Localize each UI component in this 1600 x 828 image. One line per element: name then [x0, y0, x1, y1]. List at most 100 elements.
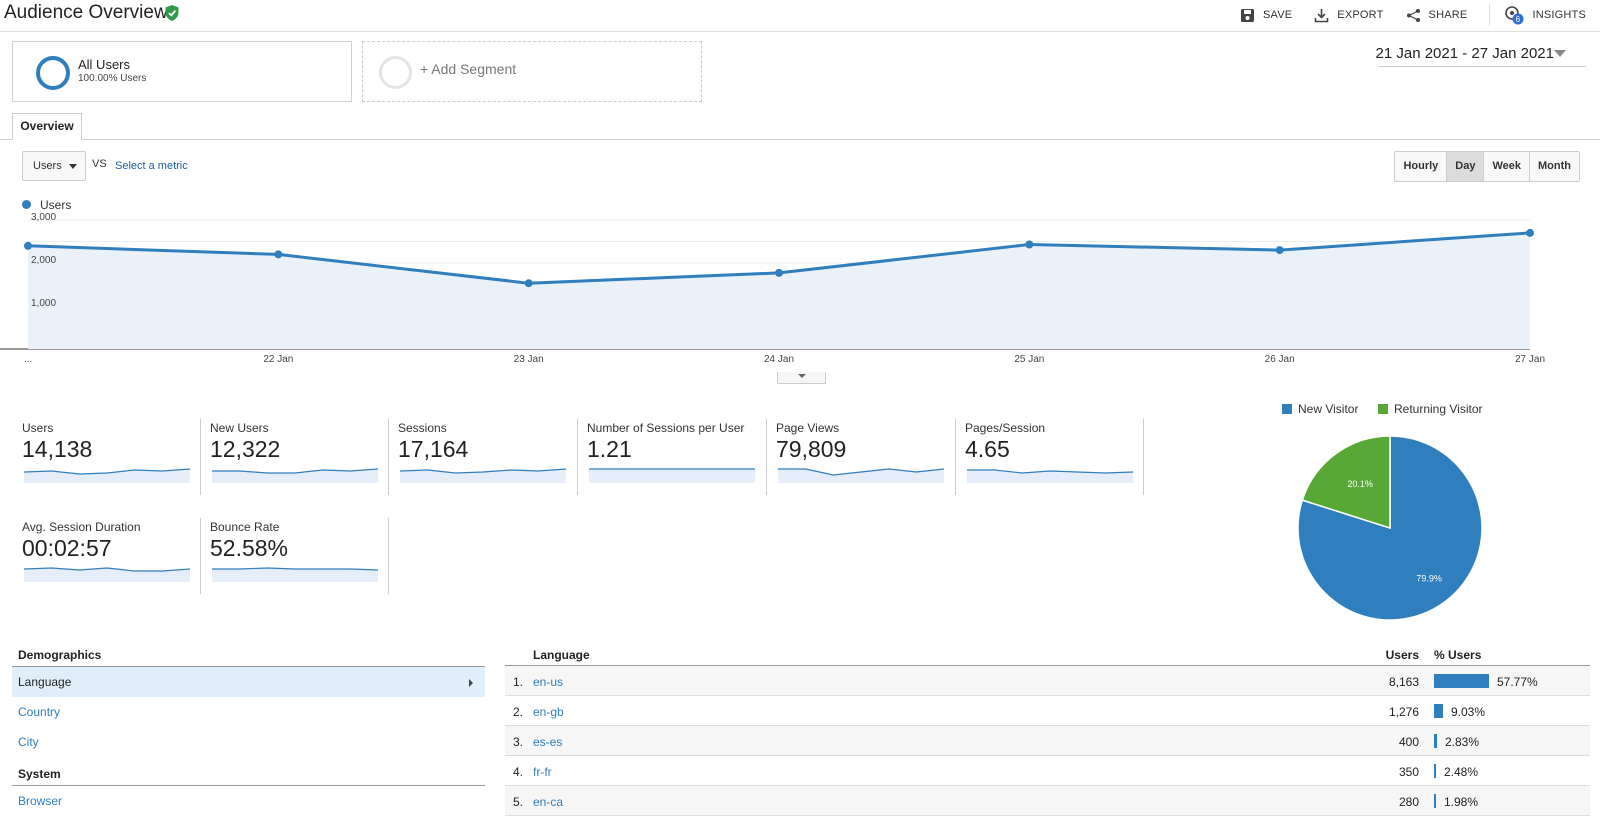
row-pct: 1.98%: [1444, 795, 1479, 809]
row-share-bar: [1434, 764, 1436, 778]
chart-point[interactable]: [274, 250, 283, 259]
chart-x-tick-label: 22 Jan: [263, 354, 293, 365]
metric-sparkline: [212, 567, 378, 582]
metric-divider: [766, 419, 767, 495]
share-label: SHARE: [1428, 9, 1468, 21]
column-header-language: Language: [533, 648, 590, 662]
row-language-link[interactable]: en-us: [533, 675, 564, 689]
tab-baseline: [0, 139, 1600, 140]
insights-button[interactable]: 6 INSIGHTS: [1504, 5, 1586, 25]
demographics-item-country[interactable]: Country: [18, 705, 61, 719]
granularity-hourly[interactable]: Hourly: [1395, 152, 1448, 181]
demographics-item-language[interactable]: Language: [12, 667, 485, 697]
metric-label: Number of Sessions per User: [587, 421, 745, 435]
row-language-link[interactable]: fr-fr: [533, 765, 552, 779]
chevron-right-icon: [469, 679, 473, 687]
vs-label: VS: [92, 158, 107, 170]
pie-legend-new: New Visitor: [1282, 402, 1358, 416]
row-language-link[interactable]: en-ca: [533, 795, 564, 809]
metric-sparkline: [589, 468, 755, 483]
chart-area-users: [28, 232, 1530, 349]
table-row: 3. es-es 400 2.83%: [505, 726, 1590, 756]
export-button[interactable]: EXPORT: [1314, 8, 1383, 23]
users-line-chart: 3,000 2,000 1,000... 22 Jan 23 Jan 24 Jan 25 J…: [0, 212, 1545, 365]
sparkline-line: [24, 567, 190, 572]
row-rank: 2.: [513, 705, 524, 719]
segment-name: All Users: [78, 57, 131, 72]
chart-point[interactable]: [24, 241, 32, 250]
row-rank: 1.: [513, 675, 524, 689]
demographics-item-label: Language: [18, 675, 72, 689]
dropdown-caret-icon[interactable]: [69, 164, 77, 169]
row-language-link[interactable]: es-es: [533, 735, 563, 749]
row-rank: 5.: [513, 795, 524, 809]
date-range-underline: [1378, 66, 1586, 67]
column-header-users[interactable]: Users: [1385, 648, 1419, 662]
legend-swatch-new: [1282, 404, 1292, 414]
metric-tile[interactable]: New Users 12,322: [210, 421, 398, 497]
metric-divider: [388, 518, 389, 594]
date-range-picker[interactable]: 21 Jan 2021 - 27 Jan 2021: [1375, 45, 1554, 62]
table-row: 5. en-ca 280 1.98%: [505, 786, 1590, 816]
granularity-month[interactable]: Month: [1530, 152, 1579, 181]
metric-label: Page Views: [776, 421, 840, 435]
metric-tile[interactable]: Page Views 79,809: [776, 421, 964, 497]
chart-x-tick-label: 26 Jan: [1265, 354, 1295, 365]
sparkline-area: [400, 469, 566, 483]
metric-sparkline: [24, 567, 190, 582]
segment-all-users[interactable]: All Users 100.00% Users: [12, 41, 352, 102]
metric-value: 1.21: [587, 436, 632, 462]
insights-icon: 6: [1505, 6, 1524, 25]
metric-sparkline: [778, 468, 944, 483]
metric-sparkline: [967, 469, 1133, 483]
row-users: 1,276: [1388, 705, 1419, 719]
chart-x-tick-label: 24 Jan: [764, 354, 794, 365]
metric-value: 4.65: [965, 436, 1010, 462]
chart-point[interactable]: [1526, 228, 1534, 237]
metric-label: New Users: [210, 421, 269, 435]
metric-value: 79,809: [776, 436, 847, 462]
tab-overview[interactable]: Overview: [12, 113, 82, 140]
add-segment-label: + Add Segment: [420, 61, 517, 77]
sparkline-line: [400, 468, 566, 474]
sparkline-area: [589, 469, 755, 483]
metric-tile[interactable]: Number of Sessions per User 1.21: [587, 421, 775, 497]
granularity-day[interactable]: Day: [1447, 152, 1485, 181]
pie-slice-label: 20.1%: [1347, 479, 1373, 489]
metric-label: Users: [22, 421, 54, 435]
granularity-week[interactable]: Week: [1484, 152, 1531, 181]
metric-tile[interactable]: Sessions 17,164: [398, 421, 586, 497]
collapse-chart-toggle[interactable]: [777, 372, 826, 384]
row-share-bar: [1434, 734, 1437, 748]
sparkline-line: [212, 567, 378, 571]
granularity-toggle: Hourly Day Week Month: [1394, 151, 1580, 182]
system-item-browser[interactable]: Browser: [18, 794, 63, 808]
chart-point[interactable]: [1275, 246, 1284, 255]
export-label: EXPORT: [1337, 9, 1384, 21]
row-rank: 3.: [513, 735, 524, 749]
sparkline-line: [24, 468, 190, 475]
chevron-down-icon[interactable]: [1554, 50, 1566, 57]
metric-tile[interactable]: Bounce Rate 52.58%: [210, 520, 398, 596]
chart-point[interactable]: [1025, 240, 1034, 249]
chart-point[interactable]: [775, 268, 783, 277]
share-button[interactable]: SHARE: [1406, 8, 1468, 23]
pie-legend-returning-label: Returning Visitor: [1394, 402, 1483, 416]
row-users: 400: [1398, 735, 1419, 749]
metric-tile[interactable]: Pages/Session 4.65: [965, 421, 1153, 497]
demographics-divider: [12, 666, 485, 667]
metric-divider: [388, 419, 389, 495]
metric-divider: [577, 419, 578, 495]
add-segment-button[interactable]: + Add Segment: [362, 41, 702, 102]
metric-tile[interactable]: Avg. Session Duration 00:02:57: [22, 520, 210, 596]
metric-tile[interactable]: Users 14,138: [22, 421, 210, 497]
row-language-link[interactable]: en-gb: [533, 705, 564, 719]
share-icon: [1406, 8, 1420, 22]
save-button[interactable]: SAVE: [1240, 8, 1292, 23]
pie-slice[interactable]: [1301, 435, 1391, 530]
select-metric-link[interactable]: Select a metric: [115, 160, 188, 172]
row-pct: 2.83%: [1445, 735, 1480, 749]
demographics-item-city[interactable]: City: [18, 735, 39, 749]
chart-point[interactable]: [524, 279, 533, 288]
segment-ring-icon: [36, 56, 70, 90]
